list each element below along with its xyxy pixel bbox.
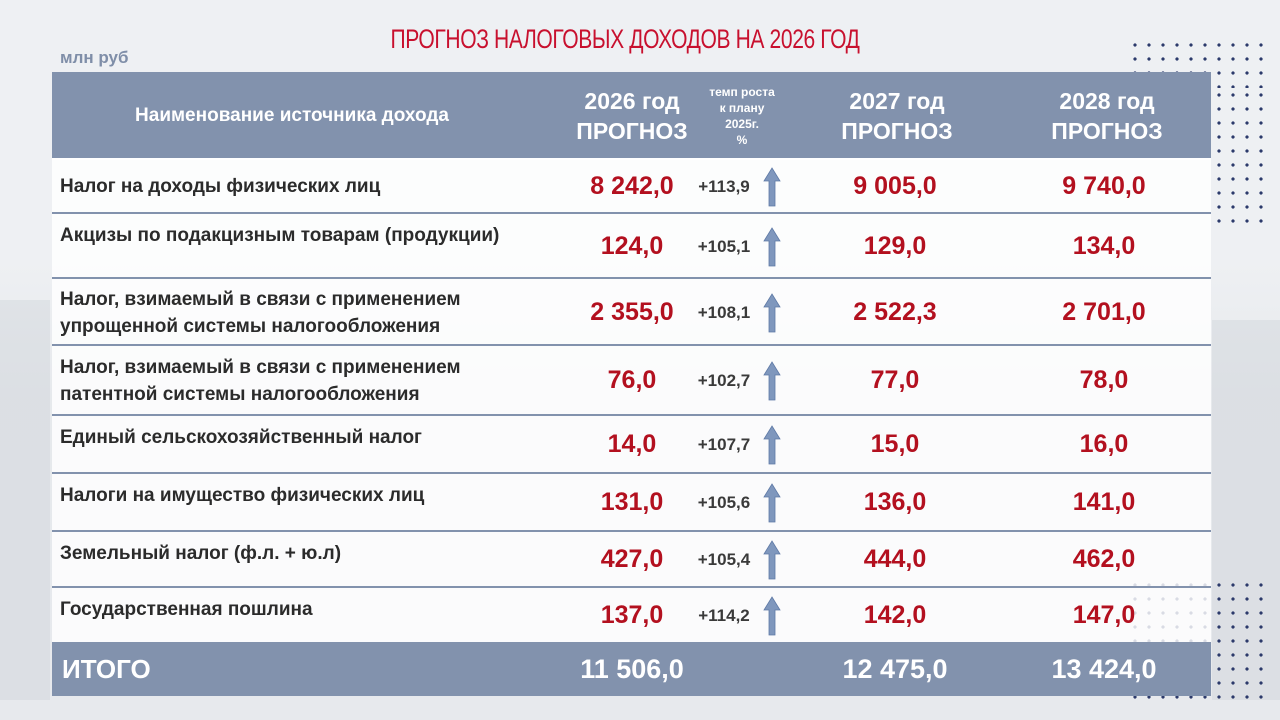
decorative-dots [1212,88,1268,228]
row-name: Налог, взимаемый в связи с применением п… [60,354,461,408]
value-2026: 427,0 [600,545,664,573]
header-rate: темп роста к плану 2025г. % [692,72,792,160]
total-label: ИТОГО [62,654,151,684]
row-name-line: Налог, взимаемый в связи с применением [60,289,461,310]
row-name: Налоги на имущество физических лиц [60,482,424,509]
value-2027: 9 005,0 [853,172,937,200]
header-rate-line: к плану [719,101,765,115]
row-name-line: Налог, взимаемый в связи с применением [60,357,461,378]
total-row: ИТОГО 11 506,0 12 475,0 13 424,0 [52,644,1211,696]
value-2028: 16,0 [1079,430,1129,458]
value-2028: 141,0 [1072,488,1136,516]
row-name: Государственная пошлина [60,596,313,623]
growth-rate: +105,4 [697,550,751,569]
value-2026: 2 355,0 [590,298,674,326]
value-2028: 9 740,0 [1062,172,1146,200]
row-name: Земельный налог (ф.л. + ю.л) [60,540,341,567]
header-2026-label: ПРОГНОЗ [576,118,688,144]
header-2027: 2027 год ПРОГНОЗ [832,72,962,160]
value-2028: 78,0 [1079,366,1129,394]
row-name: Налог на доходы физических лиц [60,173,380,200]
header-2027-year: 2027 год [849,88,945,114]
total-2026: 11 506,0 [580,654,684,684]
arrow-up-icon [763,293,781,333]
value-2027: 77,0 [870,366,920,394]
growth-rate: +114,2 [698,606,750,625]
value-2026: 14,0 [607,430,657,458]
arrow-up-icon [763,483,781,523]
header-2026: 2026 год ПРОГНОЗ [567,72,697,160]
row-name: Акцизы по подакцизным товарам (продукции… [60,222,499,249]
row-name-line: Земельный налог (ф.л. + ю.л) [60,543,342,564]
header-rate-line: темп роста [709,85,775,99]
value-2027: 142,0 [863,601,927,629]
value-2027: 15,0 [870,430,920,458]
header-2027-label: ПРОГНОЗ [841,118,953,144]
header-2028-label: ПРОГНОЗ [1051,118,1163,144]
value-2026: 131,0 [600,488,664,516]
header-rate-line: 2025г. [725,117,759,131]
arrow-up-icon [763,361,781,401]
row-name-line: Государственная пошлина [60,599,313,620]
table-header: Наименование источника дохода 2026 год ПР… [52,72,1211,160]
arrow-up-icon [763,227,781,267]
header-name: Наименование источника дохода [135,105,449,126]
growth-rate: +108,1 [697,303,751,322]
header-2026-year: 2026 год [584,88,680,114]
row-name: Единый сельскохозяйственный налог [60,424,422,451]
row-name-line: Налоги на имущество физических лиц [60,485,425,506]
arrow-up-icon [763,425,781,465]
table-row: Налог, взимаемый в связи с применением у… [52,279,1211,346]
value-2026: 137,0 [600,601,664,629]
growth-rate: +105,6 [697,493,751,512]
value-2026: 76,0 [607,366,657,394]
value-2026: 8 242,0 [590,172,674,200]
total-2027: 12 475,0 [842,654,948,684]
table-row: Акцизы по подакцизным товарам (продукции… [52,214,1211,279]
row-name-line: Налог на доходы физических лиц [60,176,381,197]
background-building [0,300,50,700]
arrow-up-icon [763,596,781,636]
row-name-line: упрощенной системы налогообложения [60,316,441,337]
total-2028: 13 424,0 [1051,654,1157,684]
value-2028: 2 701,0 [1062,298,1146,326]
value-2027: 2 522,3 [853,298,937,326]
table-row: Государственная пошлина 137,0 +114,2 142… [52,588,1211,644]
value-2027: 129,0 [863,232,927,260]
value-2027: 136,0 [863,488,927,516]
header-2028: 2028 год ПРОГНОЗ [1042,72,1172,160]
table-row: Единый сельскохозяйственный налог 14,0 +… [52,416,1211,474]
value-2028: 134,0 [1072,232,1136,260]
unit-label: млн руб [60,48,129,67]
value-2026: 124,0 [600,232,664,260]
row-name-line: Единый сельскохозяйственный налог [60,427,422,448]
page-title: ПРОГНОЗ НАЛОГОВЫХ ДОХОДОВ НА 2026 ГОД [390,24,860,54]
row-name-line: Акцизы по подакцизным товарам (продукции… [60,225,500,246]
table-row: Налог на доходы физических лиц 8 242,0 +… [52,160,1211,214]
growth-rate: +102,7 [697,371,751,390]
header-2028-year: 2028 год [1059,88,1155,114]
table-row: Налог, взимаемый в связи с применением п… [52,346,1211,416]
growth-rate: +105,1 [697,237,751,256]
growth-rate: +107,7 [697,435,751,454]
value-2028: 462,0 [1072,545,1136,573]
row-name-line: патентной системы налогообложения [60,384,420,405]
arrow-up-icon [763,540,781,580]
revenue-table: Наименование источника дохода 2026 год ПР… [52,72,1211,696]
row-name: Налог, взимаемый в связи с применением у… [60,286,461,340]
table-row: Налоги на имущество физических лиц 131,0… [52,474,1211,532]
table-row: Земельный налог (ф.л. + ю.л) 427,0 +105,… [52,532,1211,588]
header-rate-line: % [736,133,748,147]
growth-rate: +113,9 [698,177,750,196]
arrow-up-icon [763,167,781,207]
value-2028: 147,0 [1072,601,1136,629]
value-2027: 444,0 [863,545,927,573]
